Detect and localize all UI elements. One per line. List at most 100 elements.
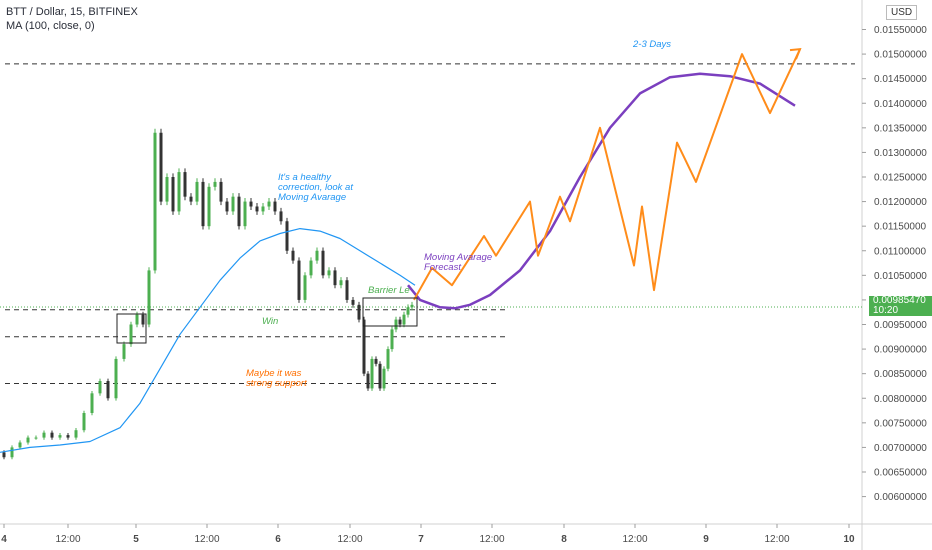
last-price-label: 0.00985470 10:20 <box>869 296 932 316</box>
candle-body <box>410 304 414 308</box>
time-tick-label: 12:00 <box>764 534 789 545</box>
candle-body <box>327 270 331 276</box>
candle-body <box>345 280 349 300</box>
candle-body <box>357 304 361 320</box>
price-tick-label: 0.00700000 <box>874 443 927 454</box>
bar-countdown: 10:20 <box>873 305 899 316</box>
candle-body <box>225 201 229 212</box>
candle-body <box>141 314 145 325</box>
candle-body <box>321 250 325 276</box>
candle-body <box>402 314 406 325</box>
candle-body <box>159 132 163 202</box>
candle-body <box>201 181 205 227</box>
candle-body <box>58 435 62 438</box>
candle-body <box>398 319 402 325</box>
highlight-box-left <box>116 313 147 344</box>
candle-body <box>18 442 22 448</box>
strong-support-note: Maybe it was strong support <box>246 368 307 389</box>
candle-body <box>386 349 390 369</box>
ma-forecast-curve <box>407 72 796 310</box>
candle-body <box>378 363 382 389</box>
symbol-title: BTT / Dollar, 15, BITFINEX <box>6 6 138 18</box>
candle-body <box>213 181 217 187</box>
candle-body <box>207 186 211 227</box>
candle-body <box>374 358 378 364</box>
candle-body <box>135 314 139 325</box>
candle-body <box>153 132 157 271</box>
moving-average-line <box>0 228 416 453</box>
duration-note: 2-3 Days <box>632 39 671 50</box>
candle-body <box>303 275 307 300</box>
price-tick-label: 0.00900000 <box>874 345 927 356</box>
candle-body <box>177 172 181 212</box>
candle-body <box>74 430 78 438</box>
candle-body <box>165 177 169 202</box>
time-tick-label: 9 <box>703 534 709 545</box>
currency-button[interactable]: USD <box>886 5 918 20</box>
time-tick-label: 10 <box>843 534 855 545</box>
healthy-correction-note: It's a healthy correction, look at Moving … <box>278 172 353 203</box>
price-tick-label: 0.01500000 <box>874 50 927 61</box>
candle-body <box>285 221 289 251</box>
candle-body <box>98 381 102 394</box>
candle-body <box>366 373 370 389</box>
candle-body <box>370 358 374 389</box>
candle-body <box>26 437 30 443</box>
candle-body <box>219 181 223 202</box>
candle-body <box>231 196 235 212</box>
time-tick-label: 6 <box>275 534 281 545</box>
price-tick-label: 0.00800000 <box>874 394 927 405</box>
candle-body <box>147 270 151 325</box>
ma-forecast-note: Moving Avarage Forecast <box>424 252 492 273</box>
candle-body <box>195 181 199 202</box>
candle-body <box>315 250 319 261</box>
time-tick-label: 4 <box>1 534 7 545</box>
time-tick-label: 12:00 <box>337 534 362 545</box>
candle-body <box>333 270 337 286</box>
candle-body <box>237 196 241 227</box>
forecast-arrow-head <box>789 48 802 60</box>
candle-body <box>362 319 366 374</box>
time-tick-label: 12:00 <box>622 534 647 545</box>
price-tick-label: 0.01450000 <box>874 74 927 85</box>
last-price-value: 0.00985470 <box>873 295 926 306</box>
time-tick-label: 12:00 <box>479 534 504 545</box>
candle-body <box>243 201 247 227</box>
candle-body <box>255 206 259 212</box>
indicator-title: MA (100, close, 0) <box>6 20 95 32</box>
price-tick-label: 0.00750000 <box>874 418 927 429</box>
candle-body <box>50 432 54 438</box>
candle-body <box>10 447 14 458</box>
candle-body <box>249 201 253 207</box>
price-tick-label: 0.01050000 <box>874 271 927 282</box>
price-tick-label: 0.00600000 <box>874 492 927 503</box>
time-tick-label: 12:00 <box>194 534 219 545</box>
highlight-box-right <box>362 297 418 327</box>
candle-body <box>34 437 38 439</box>
price-tick-label: 0.01550000 <box>874 25 927 36</box>
time-tick-label: 7 <box>418 534 424 545</box>
price-tick-label: 0.01200000 <box>874 197 927 208</box>
price-tick-label: 0.01350000 <box>874 123 927 134</box>
candle-body <box>122 344 126 359</box>
candle-body <box>189 196 193 202</box>
candle-body <box>309 260 313 276</box>
candle-body <box>42 432 46 438</box>
time-tick-label: 8 <box>561 534 567 545</box>
price-tick-label: 0.01250000 <box>874 173 927 184</box>
price-tick-label: 0.01100000 <box>874 246 927 257</box>
candle-body <box>390 329 394 350</box>
candle-body <box>267 201 271 207</box>
candle-body <box>291 250 295 261</box>
candle-body <box>394 319 398 330</box>
price-tick-label: 0.00950000 <box>874 320 927 331</box>
candle-body <box>183 172 187 197</box>
candle-body <box>297 260 301 300</box>
candle-body <box>339 280 343 286</box>
time-tick-label: 12:00 <box>55 534 80 545</box>
time-tick-label: 5 <box>133 534 139 545</box>
candle-body <box>351 299 355 305</box>
candle-body <box>66 435 70 438</box>
